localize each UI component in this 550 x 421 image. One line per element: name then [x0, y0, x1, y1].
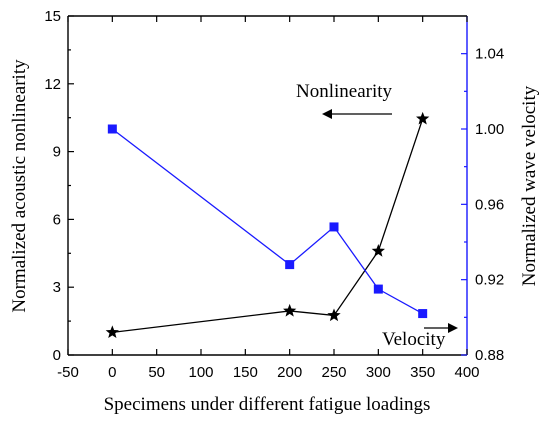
x-tick-label: 50 — [148, 364, 165, 381]
x-tick-label: -50 — [57, 364, 79, 381]
series-layer — [105, 111, 430, 339]
data-point-square — [329, 222, 339, 232]
right-y-tick-label: 0.88 — [475, 347, 504, 364]
data-point-square — [373, 284, 383, 294]
right-y-tick-label: 1.04 — [475, 46, 504, 63]
right-y-tick-label: 0.96 — [475, 196, 504, 213]
data-point-star — [371, 244, 385, 257]
left-axis-ticks: 0 3 6 9 12 15 — [44, 8, 74, 364]
left-y-tick-label: 15 — [44, 8, 61, 25]
annotation-nonlinearity-arrowhead — [322, 109, 332, 119]
annotation-velocity: Velocity — [382, 329, 446, 350]
right-y-tick-label: 0.92 — [475, 272, 504, 289]
x-axis-title: Specimens under different fatigue loadin… — [104, 394, 431, 415]
left-y-tick-label: 3 — [53, 279, 61, 296]
right-axis-ticks: 0.88 0.92 0.96 1.00 1.04 — [461, 46, 504, 364]
data-point-star — [105, 325, 119, 339]
annotation-nonlinearity: Nonlinearity — [296, 81, 393, 102]
x-tick-label: 300 — [366, 364, 391, 381]
data-point-star — [283, 303, 297, 317]
data-point-square — [107, 124, 117, 134]
left-y-tick-label: 6 — [53, 211, 61, 228]
data-point-star — [416, 111, 430, 125]
x-tick-label: 0 — [108, 364, 116, 381]
x-tick-label: 200 — [277, 364, 302, 381]
data-point-star — [327, 308, 341, 322]
x-tick-label: 100 — [188, 364, 213, 381]
annotation-velocity-arrowhead — [448, 323, 458, 333]
x-axis-ticks: -50 0 50 100 150 200 250 300 350 400 — [57, 16, 480, 381]
series-line-nonlinearity — [112, 118, 424, 334]
left-y-tick-label: 12 — [44, 76, 61, 93]
data-point-square — [285, 260, 295, 270]
x-tick-label: 400 — [454, 364, 479, 381]
x-tick-label: 250 — [321, 364, 346, 381]
left-y-tick-label: 9 — [53, 144, 61, 161]
left-axis-title: Normalized acoustic nonlinearity — [9, 59, 30, 313]
x-tick-label: 350 — [410, 364, 435, 381]
right-y-tick-label: 1.00 — [475, 121, 504, 138]
right-axis-title: Normalized wave velocity — [519, 85, 540, 286]
left-y-tick-label: 0 — [53, 347, 61, 364]
x-tick-label: 150 — [233, 364, 258, 381]
data-point-square — [418, 309, 428, 319]
